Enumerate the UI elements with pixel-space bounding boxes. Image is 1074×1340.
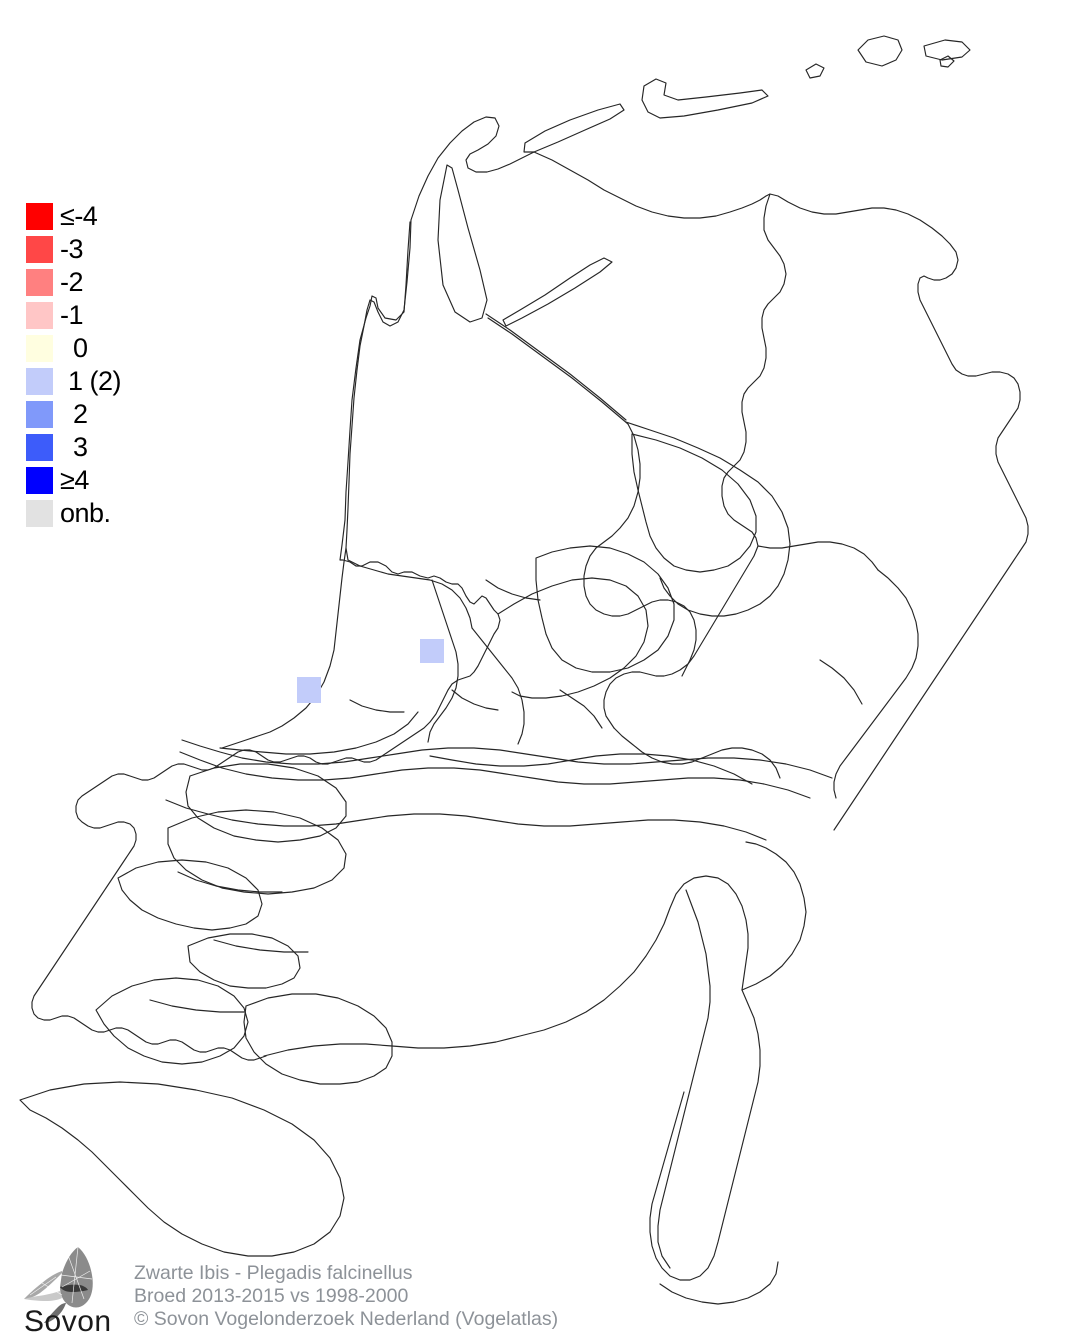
island-goeree	[167, 809, 347, 895]
island-zuid-beveland	[243, 993, 393, 1085]
border-brabant-gelderland	[429, 753, 753, 785]
border-utrecht-gelderland	[471, 627, 525, 745]
legend-label-4: 0	[73, 333, 88, 363]
island-texel	[437, 164, 488, 323]
national-border	[31, 221, 501, 1061]
legend-label-8: ≥4	[60, 465, 89, 495]
map-legend: ≤-4 -3 -2 -1 0 1 (2) 2 3 ≥4 onb.	[26, 200, 176, 530]
legend-row-8: ≥4	[26, 464, 176, 497]
legend-label-3: -1	[60, 300, 84, 330]
polder-flevoland	[535, 545, 675, 673]
sovon-wordmark: Sovon	[24, 1305, 112, 1335]
ijsselmeer-east-shore	[583, 423, 697, 677]
legend-row-0: ≤-4	[26, 200, 176, 233]
ijsselmeer-dike-1	[625, 421, 791, 617]
legend-row-9: onb.	[26, 497, 176, 530]
island-noord-beveland	[187, 933, 301, 989]
zeeland-channel-3	[149, 999, 245, 1013]
copyright-line: © Sovon Vogelonderzoek Nederland (Vogela…	[134, 1308, 559, 1330]
border-nh-utrecht	[347, 559, 473, 629]
map-outlines	[19, 35, 1029, 1305]
island-voorne	[185, 763, 347, 843]
cell-zuid-holland	[297, 677, 321, 703]
legend-swatch-5	[26, 368, 53, 395]
markermeerdijk	[497, 577, 649, 699]
legend-row-6: 2	[26, 398, 176, 431]
afsluitdijk-2	[487, 317, 629, 425]
island-vlieland	[502, 257, 613, 327]
border-utrecht-zh	[427, 579, 459, 743]
legend-row-7: 3	[26, 431, 176, 464]
zeeland-channel-1	[177, 871, 283, 893]
island-rottum	[923, 39, 971, 61]
legend-swatch-8	[26, 467, 53, 494]
coast-noord-holland-north	[410, 116, 535, 221]
legend-label-1: -3	[60, 234, 84, 264]
legend-swatch-6	[26, 401, 53, 428]
species-name: Zwarte Ibis - Plegadis falcinellus	[134, 1262, 413, 1284]
legend-label-7: 3	[73, 432, 88, 462]
footer-caption: Zwarte Ibis - Plegadis falcinellus Broed…	[134, 1262, 558, 1335]
legend-swatch-4	[26, 335, 53, 362]
zeeland-channel-2	[213, 939, 309, 953]
inland-detail-2	[451, 689, 499, 711]
inland-detail-4	[559, 689, 603, 729]
legend-swatch-1	[26, 236, 53, 263]
inland-detail-1	[485, 579, 541, 601]
legend-row-4: 0	[26, 332, 176, 365]
border-groningen-drenthe	[757, 541, 879, 571]
border-brabant-belgium	[263, 875, 749, 1057]
river-rijn	[181, 739, 833, 779]
island-small-2	[939, 55, 955, 68]
inland-detail-3	[349, 699, 405, 713]
river-maas	[165, 799, 767, 841]
afsluitdijk	[485, 313, 627, 421]
island-schouwen	[117, 859, 263, 931]
sovon-logo: Sovon	[22, 1243, 122, 1338]
map-footer: Sovon Zwarte Ibis - Plegadis falcinellus…	[22, 1243, 1062, 1338]
legend-label-2: -2	[60, 267, 84, 297]
limburg-maas	[657, 889, 711, 1269]
cell-gelderland	[420, 639, 444, 663]
island-walcheren	[95, 977, 249, 1065]
inland-detail-5	[819, 659, 863, 705]
limburg-south-tail	[659, 1261, 779, 1305]
island-ameland	[641, 78, 769, 119]
legend-swatch-2	[26, 269, 53, 296]
island-small-1	[805, 63, 825, 79]
polder-noordoostpolder	[631, 433, 757, 573]
nieuwe-waterweg	[219, 711, 419, 755]
legend-row-5: 1 (2)	[26, 365, 176, 398]
legend-swatch-3	[26, 302, 53, 329]
coast-friesland-groningen	[533, 151, 1029, 831]
survey-period: Broed 2013-2015 vs 1998-2000	[134, 1285, 409, 1307]
legend-label-9: onb.	[60, 498, 111, 528]
legend-swatch-7	[26, 434, 53, 461]
limburg-east-border	[741, 841, 807, 991]
province-limburg	[649, 989, 761, 1281]
coast-noord-holland	[345, 219, 412, 561]
legend-row-3: -1	[26, 299, 176, 332]
swallow-icon	[24, 1246, 93, 1323]
island-terschelling	[523, 103, 625, 153]
island-schiermonnikoog	[857, 35, 903, 67]
legend-row-1: -3	[26, 233, 176, 266]
legend-label-0: ≤-4	[60, 201, 98, 231]
river-waal	[179, 751, 811, 799]
border-drenthe-east	[833, 569, 919, 799]
legend-label-6: 2	[73, 399, 88, 429]
border-drenthe-overijssel	[603, 545, 759, 729]
map-data-cells	[297, 639, 444, 703]
zeeuws-vlaanderen	[19, 1081, 345, 1257]
border-friesland-groningen	[721, 193, 787, 547]
legend-label-5: 1 (2)	[68, 366, 122, 396]
legend-row-2: -2	[26, 266, 176, 299]
legend-swatch-0	[26, 203, 53, 230]
legend-swatch-9	[26, 500, 53, 527]
